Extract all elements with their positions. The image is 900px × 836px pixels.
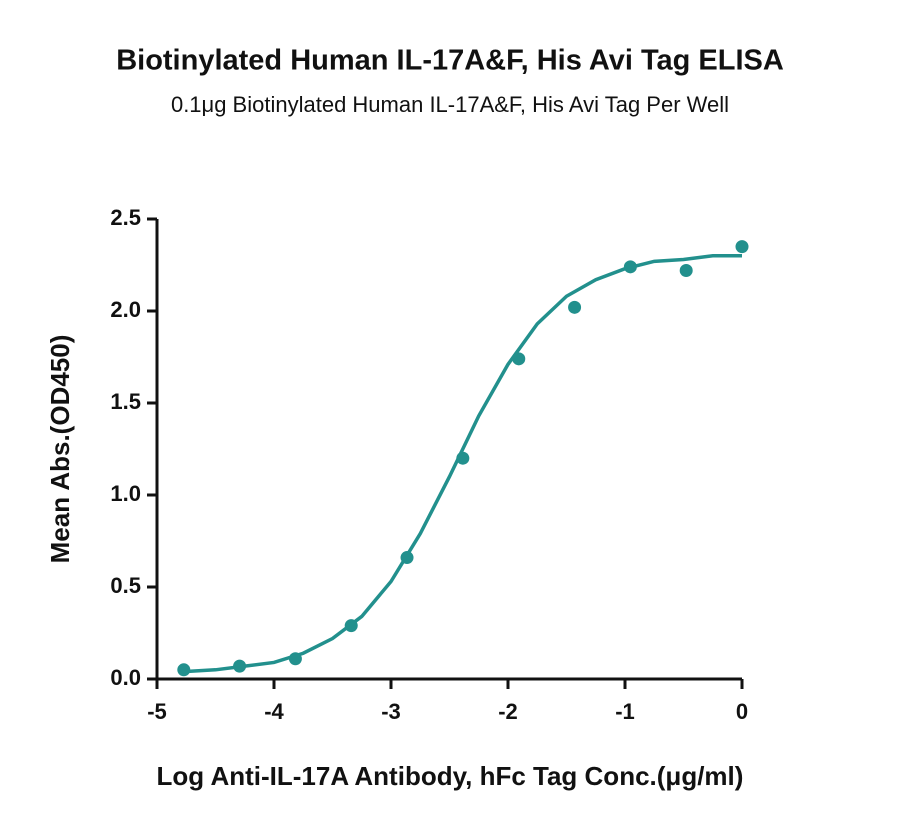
- y-tick-label: 0.0: [110, 665, 141, 690]
- data-point: [568, 300, 582, 314]
- y-tick-label: 2.0: [110, 297, 141, 322]
- x-tick-label: -4: [264, 699, 284, 724]
- x-tick-label: -3: [381, 699, 401, 724]
- x-tick-label: 0: [736, 699, 748, 724]
- y-tick-label: 0.5: [110, 573, 141, 598]
- chart-subtitle: 0.1μg Biotinylated Human IL-17A&F, His A…: [171, 92, 729, 117]
- y-axis-label: Mean Abs.(OD450): [45, 335, 75, 564]
- x-tick-label: -1: [615, 699, 635, 724]
- data-point: [679, 264, 693, 278]
- x-tick-label: -2: [498, 699, 518, 724]
- y-tick-label: 1.5: [110, 389, 141, 414]
- y-tick-label: 1.0: [110, 481, 141, 506]
- x-axis-label: Log Anti-IL-17A Antibody, hFc Tag Conc.(…: [157, 761, 744, 791]
- data-point: [735, 240, 749, 254]
- fit-curve: [183, 254, 742, 674]
- y-tick-label: 2.5: [110, 205, 141, 230]
- chart-title: Biotinylated Human IL-17A&F, His Avi Tag…: [116, 45, 784, 77]
- x-tick-label: -5: [147, 699, 167, 724]
